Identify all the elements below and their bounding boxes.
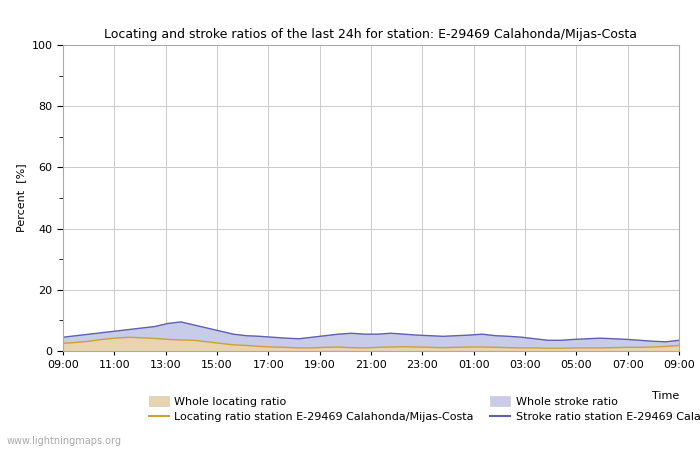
Y-axis label: Percent  [%]: Percent [%] bbox=[16, 164, 26, 232]
Legend: Whole locating ratio, Locating ratio station E-29469 Calahonda/Mijas-Costa, Whol: Whole locating ratio, Locating ratio sta… bbox=[148, 396, 700, 423]
Text: www.lightningmaps.org: www.lightningmaps.org bbox=[7, 436, 122, 446]
Text: Time: Time bbox=[652, 391, 679, 401]
Title: Locating and stroke ratios of the last 24h for station: E-29469 Calahonda/Mijas-: Locating and stroke ratios of the last 2… bbox=[104, 28, 638, 41]
